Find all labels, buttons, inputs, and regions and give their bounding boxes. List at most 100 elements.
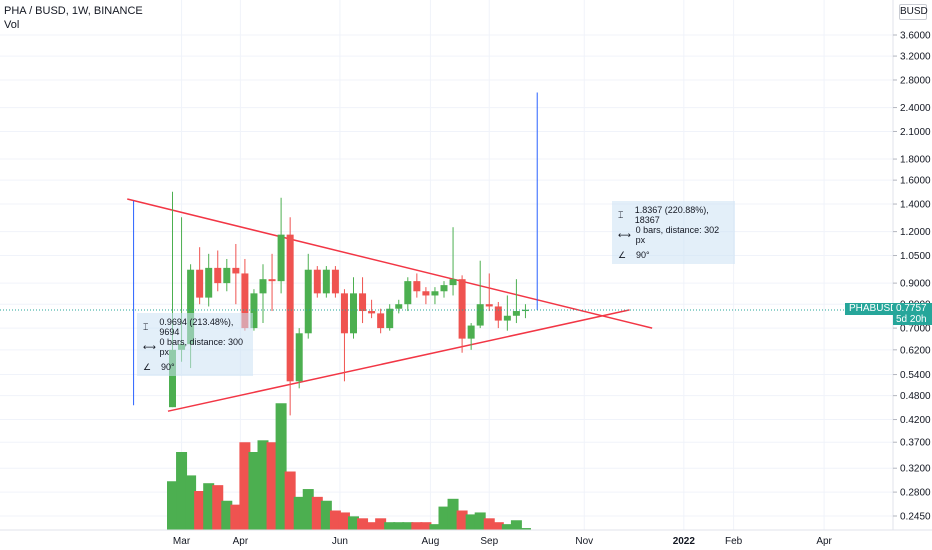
candles (169, 191, 529, 416)
volume-bar (456, 510, 468, 530)
candle-body (404, 281, 412, 305)
candle (503, 295, 511, 331)
volume-bar (221, 500, 233, 530)
candle-body (467, 325, 475, 339)
measure-right-bars: 0 bars, distance: 302 px (635, 225, 720, 245)
chart-legend: PHA / BUSD, 1W, BINANCE Vol (4, 4, 143, 32)
candle (512, 279, 520, 324)
candle (196, 247, 204, 305)
candle-body (350, 293, 357, 334)
measure-left-price: 0.9694 (213.48%), 9694 (159, 317, 234, 337)
candle-body (313, 269, 321, 294)
legend-title: PHA / BUSD, 1W, BINANCE (4, 5, 143, 17)
volume-bar (203, 483, 215, 530)
volume-bar (239, 442, 251, 530)
candle-body (322, 269, 330, 294)
volume-bar (248, 452, 260, 530)
candle-body (214, 267, 222, 284)
price-tick-label: 0.3200 (900, 464, 931, 475)
candle-body (277, 234, 285, 282)
measure-info-right: ⌶ 1.8367 (220.88%), 18367 ⟷ 0 bars, distan… (612, 201, 735, 264)
price-tick-label: 0.5400 (900, 370, 931, 381)
candle (304, 253, 312, 339)
volume-bar (474, 512, 486, 530)
measure-right-angle: 90° (636, 250, 650, 260)
angle-icon: ∠ (143, 361, 152, 372)
candle-body (386, 308, 394, 329)
volume-bar (501, 524, 513, 530)
volume-bar (230, 504, 242, 530)
candle-body (485, 304, 493, 307)
volume-bar (357, 518, 369, 530)
candle (494, 301, 502, 329)
candle (521, 304, 529, 319)
candle (205, 253, 213, 307)
time-axis: Mar Apr Jun Aug Sep Nov 2022 Feb Apr (0, 529, 932, 547)
candle (440, 281, 448, 298)
candle (467, 323, 475, 350)
price-tick-label: 0.3700 (900, 438, 931, 449)
measure-left-bars: 0 bars, distance: 300 px (159, 337, 244, 357)
volume-bar (519, 528, 531, 530)
volume-bar (284, 471, 296, 530)
volume-bar (293, 496, 305, 530)
volume-bar (483, 518, 495, 530)
volume-bar (275, 403, 287, 530)
price-tick-label: 0.6200 (900, 345, 931, 356)
bar-range-icon: ⟷ (143, 341, 156, 352)
volume-bar (212, 485, 224, 530)
last-price-value: 0.7757 (896, 303, 927, 314)
volume-bar (420, 522, 432, 530)
volume-bar (329, 510, 341, 530)
candle (286, 217, 294, 416)
trendline[interactable] (127, 198, 653, 329)
price-tick-label: 0.9000 (900, 279, 931, 290)
price-tick-label: 0.4200 (900, 415, 931, 426)
candle-body (449, 279, 457, 286)
last-price-tag: 0.7757 5d 20h (893, 303, 932, 325)
candle (223, 258, 231, 292)
time-tick-label: Sep (480, 536, 498, 547)
candle (368, 299, 376, 319)
candle-body (250, 293, 258, 329)
candle (259, 264, 267, 324)
candle (431, 287, 439, 305)
measure-lines (133, 92, 538, 406)
candle (331, 266, 339, 298)
price-tick-label: 1.0500 (900, 251, 931, 262)
volume-bar (510, 520, 522, 530)
candle (449, 227, 457, 296)
candle-body (241, 273, 249, 329)
legend-volume: Vol (4, 19, 20, 31)
candle (458, 275, 466, 353)
volume-bar (266, 442, 278, 530)
volume-bar (366, 522, 378, 530)
volume-bars (167, 403, 531, 530)
price-tick-label: 1.4000 (900, 200, 931, 211)
volume-bar (185, 475, 197, 530)
price-tick-label: 3.6000 (900, 31, 931, 42)
time-tick-label: Jun (332, 536, 348, 547)
price-axis: 3.6000 3.2000 2.8000 2.4000 2.1000 1.8000 1.60… (892, 0, 931, 530)
price-tick-label: 0.4800 (900, 391, 931, 402)
candle (386, 304, 394, 331)
candle (277, 197, 285, 294)
candle-body (395, 304, 403, 309)
trendline[interactable] (167, 309, 630, 412)
time-tick-label: Apr (816, 536, 832, 547)
time-tick-label: Feb (725, 536, 743, 547)
candle-body (205, 267, 213, 298)
volume-bar (302, 489, 314, 530)
candle-body (440, 285, 448, 292)
volume-bar (384, 522, 396, 530)
candle-body (187, 269, 195, 345)
candle (268, 253, 276, 312)
currency-badge[interactable]: BUSD (899, 4, 928, 20)
time-tick-label: Nov (575, 536, 593, 547)
candle (232, 243, 240, 305)
price-tick-label: 3.2000 (900, 52, 931, 63)
price-tick-label: 2.1000 (900, 127, 931, 138)
bar-range-icon: ⟷ (618, 229, 631, 240)
candle-body (232, 267, 240, 274)
